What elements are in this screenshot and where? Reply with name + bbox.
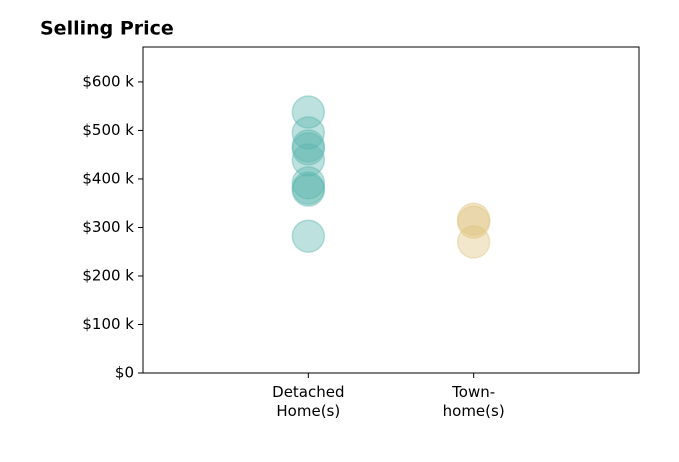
x-tick-label: Detached Home(s): [272, 383, 344, 420]
y-tick-label: $600 k: [82, 72, 134, 90]
point: [291, 132, 326, 166]
point: [456, 225, 491, 259]
y-tick-label: $0: [115, 364, 134, 382]
point: [291, 166, 326, 200]
x-tick-label: Town-home(s): [443, 383, 505, 420]
chart-title: Selling Price: [40, 18, 174, 40]
point: [291, 95, 326, 129]
y-tick-label: $100 k: [82, 315, 134, 333]
point: [291, 129, 326, 163]
y-tick-label: $400 k: [82, 169, 134, 187]
point: [456, 202, 491, 236]
point: [456, 205, 491, 239]
y-tick-label: $500 k: [82, 121, 134, 139]
y-tick-label: $200 k: [82, 266, 134, 284]
point: [291, 171, 326, 205]
point: [291, 173, 326, 207]
point: [291, 219, 326, 253]
point: [291, 116, 326, 150]
y-tick-label: $300 k: [82, 218, 134, 236]
point: [291, 143, 326, 177]
plot-frame: [142, 46, 640, 374]
